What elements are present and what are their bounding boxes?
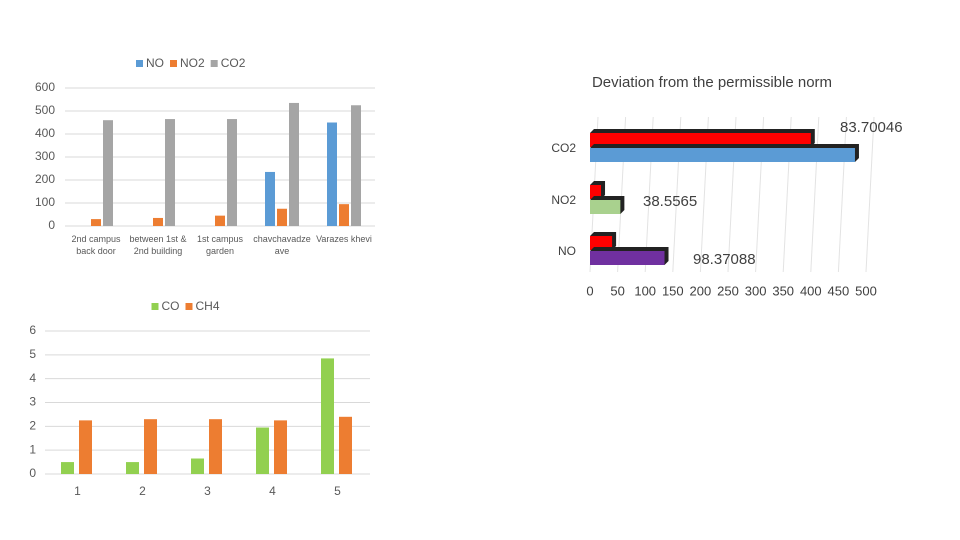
chart-title: Deviation from the permissible norm bbox=[592, 74, 832, 91]
bar bbox=[590, 148, 855, 162]
bar bbox=[289, 102, 299, 226]
bar bbox=[339, 416, 352, 474]
x-tick-label: 1st campus garden bbox=[196, 234, 244, 256]
y-tick-label: 0 bbox=[29, 466, 36, 480]
grid-line bbox=[810, 116, 820, 273]
x-tick-label: chavchavadze ave bbox=[253, 234, 311, 256]
annotation: 38.5565 bbox=[643, 193, 697, 210]
bar bbox=[153, 217, 163, 226]
bar bbox=[321, 358, 334, 474]
x-tick-label: 2 bbox=[139, 484, 146, 498]
y-tick-label: CO2 bbox=[551, 141, 576, 155]
bar bbox=[227, 119, 237, 226]
legend-label: CO2 bbox=[221, 56, 246, 70]
annotation: 83.70046 bbox=[840, 119, 903, 136]
x-tick-label: 3 bbox=[204, 484, 211, 498]
y-tick-label: 0 bbox=[48, 218, 55, 232]
bar bbox=[590, 236, 613, 250]
y-tick-label: 500 bbox=[35, 103, 55, 117]
x-tick-label: 150 bbox=[662, 283, 684, 298]
bar bbox=[277, 208, 287, 226]
grid-line bbox=[837, 116, 847, 273]
x-tick-label: 500 bbox=[855, 283, 877, 298]
y-tick-label: 6 bbox=[29, 323, 36, 337]
x-tick-label: 200 bbox=[690, 283, 712, 298]
legend-swatch bbox=[170, 60, 177, 67]
x-tick-label: 400 bbox=[800, 283, 822, 298]
bar bbox=[351, 105, 361, 226]
bar bbox=[165, 119, 175, 226]
bar bbox=[215, 215, 225, 226]
legend-swatch bbox=[136, 60, 143, 67]
y-tick-label: 1 bbox=[29, 442, 36, 456]
y-tick-label: NO2 bbox=[551, 193, 576, 207]
x-tick-label: 50 bbox=[610, 283, 624, 298]
y-tick-label: 600 bbox=[35, 80, 55, 94]
legend-label: NO2 bbox=[180, 56, 205, 70]
bar bbox=[590, 251, 665, 265]
x-tick-label: 2nd campus back door bbox=[71, 234, 121, 256]
y-tick-label: 5 bbox=[29, 347, 36, 361]
grid-line bbox=[865, 116, 875, 273]
x-tick-label: 450 bbox=[828, 283, 850, 298]
y-tick-label: NO bbox=[558, 244, 576, 258]
bar bbox=[327, 122, 337, 226]
legend-swatch bbox=[210, 60, 218, 67]
bar bbox=[144, 419, 157, 474]
bar bbox=[256, 427, 269, 474]
x-tick-label: 4 bbox=[269, 484, 276, 498]
x-tick-label: 350 bbox=[772, 283, 794, 298]
x-tick-label: 100 bbox=[634, 283, 656, 298]
bar bbox=[61, 462, 74, 474]
bar bbox=[209, 419, 222, 474]
bar bbox=[339, 204, 349, 226]
bar bbox=[590, 200, 621, 214]
y-tick-label: 4 bbox=[29, 371, 36, 385]
y-tick-label: 300 bbox=[35, 149, 55, 163]
y-tick-label: 2 bbox=[29, 419, 36, 433]
bar bbox=[126, 462, 139, 474]
legend-label: CH4 bbox=[196, 299, 220, 313]
annotation: 98.37088 bbox=[693, 251, 756, 268]
x-tick-label: 300 bbox=[745, 283, 767, 298]
bar bbox=[590, 133, 811, 147]
y-tick-label: 200 bbox=[35, 172, 55, 186]
legend-label: NO bbox=[146, 56, 164, 70]
bar bbox=[91, 219, 101, 226]
x-tick-label: 0 bbox=[586, 283, 593, 298]
bar bbox=[103, 120, 113, 226]
x-tick-label: Varazes khevi bbox=[316, 234, 372, 244]
bar bbox=[265, 171, 275, 226]
legend-label: CO bbox=[162, 299, 180, 313]
x-tick-label: 5 bbox=[334, 484, 341, 498]
y-tick-label: 3 bbox=[29, 395, 36, 409]
x-tick-label: 250 bbox=[717, 283, 739, 298]
y-tick-label: 400 bbox=[35, 126, 55, 140]
y-tick-label: 100 bbox=[35, 195, 55, 209]
bar bbox=[274, 420, 287, 474]
x-tick-label: 1 bbox=[74, 484, 81, 498]
legend-swatch bbox=[151, 303, 159, 310]
x-tick-label: between 1st & 2nd building bbox=[129, 234, 187, 256]
bar bbox=[79, 420, 92, 474]
bar bbox=[590, 185, 602, 199]
legend-swatch bbox=[185, 303, 193, 310]
bar bbox=[191, 458, 204, 474]
